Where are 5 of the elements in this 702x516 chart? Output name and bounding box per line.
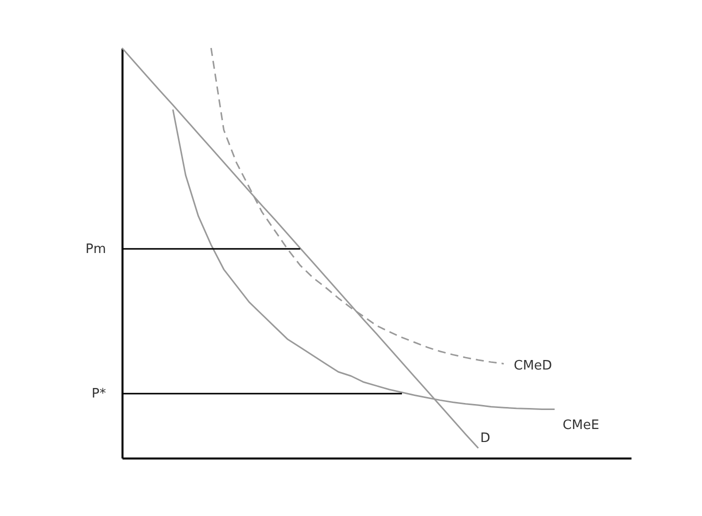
series-label: D: [480, 431, 490, 446]
series-label: CMeE: [562, 418, 600, 434]
series-label: CMeD: [514, 358, 552, 374]
series-label: P*: [92, 386, 106, 402]
series-label: Pm: [85, 242, 106, 257]
